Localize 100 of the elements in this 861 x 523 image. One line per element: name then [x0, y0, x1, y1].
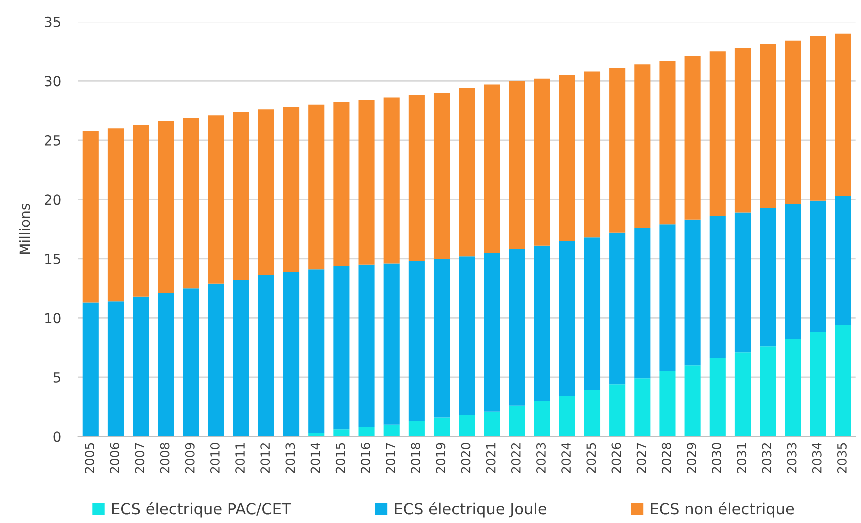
- x-tick-label: 2019: [436, 443, 446, 474]
- legend-label: ECS non électrique: [651, 502, 794, 518]
- x-tick-label: 2026: [612, 443, 622, 474]
- bar: [584, 72, 601, 238]
- bar: [284, 107, 300, 272]
- bar: [634, 378, 651, 437]
- y-tick-label: 0: [54, 432, 61, 442]
- x-tick-label: 2020: [461, 443, 471, 474]
- legend-label: ECS électrique Joule: [395, 502, 547, 518]
- bar: [559, 241, 576, 396]
- y-tick-label: 10: [46, 313, 61, 324]
- bar: [509, 81, 526, 250]
- bar: [760, 208, 776, 347]
- bar: [734, 48, 751, 213]
- bar: [509, 249, 526, 406]
- bar: [434, 418, 450, 437]
- bar: [334, 102, 350, 266]
- bar: [308, 104, 325, 270]
- bar: [459, 415, 476, 437]
- bar: [384, 98, 400, 264]
- bar: [734, 352, 751, 437]
- x-tick-label: 2025: [586, 443, 596, 474]
- x-tick-label: 2012: [260, 444, 270, 474]
- bar: [584, 390, 601, 437]
- bar: [82, 130, 99, 303]
- bar: [484, 253, 500, 412]
- y-tick-label: 35: [45, 16, 60, 28]
- bar: [459, 88, 476, 257]
- bar: [710, 52, 726, 216]
- bar: [534, 401, 550, 437]
- bar: [358, 427, 375, 437]
- x-tick-label: 2008: [160, 443, 170, 474]
- bar: [183, 288, 200, 437]
- bar: [509, 406, 526, 437]
- bar: [584, 238, 601, 390]
- x-tick-label: 2006: [110, 443, 120, 474]
- x-tick-label: 2005: [85, 443, 95, 474]
- bar: [610, 384, 626, 437]
- x-tick-label: 2035: [837, 443, 847, 474]
- y-tick-label: 5: [54, 372, 60, 383]
- bar: [559, 75, 576, 242]
- bar: [534, 246, 550, 402]
- bar: [785, 40, 802, 204]
- bar: [634, 228, 651, 379]
- bar: [734, 212, 751, 353]
- bar: [610, 232, 626, 385]
- bar: [408, 421, 425, 437]
- x-tick-label: 2028: [662, 443, 672, 474]
- bar: [233, 112, 250, 280]
- bar: [559, 396, 576, 437]
- x-tick-label: 2032: [762, 444, 772, 474]
- bar: [634, 64, 651, 228]
- bar: [760, 346, 776, 437]
- bar: [710, 216, 726, 358]
- bar: [133, 125, 150, 297]
- bar: [835, 34, 852, 196]
- x-tick-label: 2024: [562, 442, 572, 474]
- bar: [334, 430, 350, 437]
- x-tick-label: 2029: [686, 443, 696, 474]
- x-tick-label: 2018: [411, 443, 421, 474]
- x-tick-label: 2023: [536, 443, 546, 474]
- bar: [785, 340, 802, 437]
- bar: [384, 424, 400, 437]
- bar: [434, 258, 450, 418]
- x-tick-label: 2011: [236, 443, 245, 474]
- bar: [534, 78, 550, 246]
- bar: [484, 84, 500, 254]
- bar: [835, 196, 852, 326]
- bar: [208, 116, 224, 284]
- x-tick-label: 2033: [787, 443, 797, 474]
- bar: [308, 270, 325, 434]
- bar: [158, 293, 174, 437]
- bar: [82, 302, 99, 437]
- bar: [384, 264, 400, 425]
- y-tick-label: 25: [45, 135, 60, 146]
- bar: [660, 61, 676, 225]
- x-tick-label: 2007: [135, 443, 145, 474]
- bar: [183, 118, 200, 289]
- bar: [133, 296, 150, 437]
- x-tick-label: 2014: [310, 442, 320, 474]
- bar: [284, 272, 300, 437]
- legend-label: ECS électrique PAC/CET: [112, 502, 292, 518]
- bar: [208, 284, 224, 437]
- x-tick-label: 2034: [812, 442, 822, 474]
- bar: [459, 256, 476, 416]
- bar: [785, 204, 802, 340]
- bar: [334, 266, 350, 430]
- bar: [408, 261, 425, 422]
- bar: [660, 224, 676, 372]
- y-axis-title: Millions: [19, 204, 30, 254]
- y-tick-label: 30: [45, 76, 61, 87]
- bar: [835, 325, 852, 437]
- bar: [484, 412, 500, 437]
- x-tick-label: 2010: [210, 443, 220, 474]
- bar: [760, 44, 776, 208]
- bar: [684, 366, 701, 437]
- bar: [810, 332, 826, 437]
- bar: [158, 122, 174, 294]
- bar: [108, 128, 124, 302]
- bar: [710, 358, 726, 437]
